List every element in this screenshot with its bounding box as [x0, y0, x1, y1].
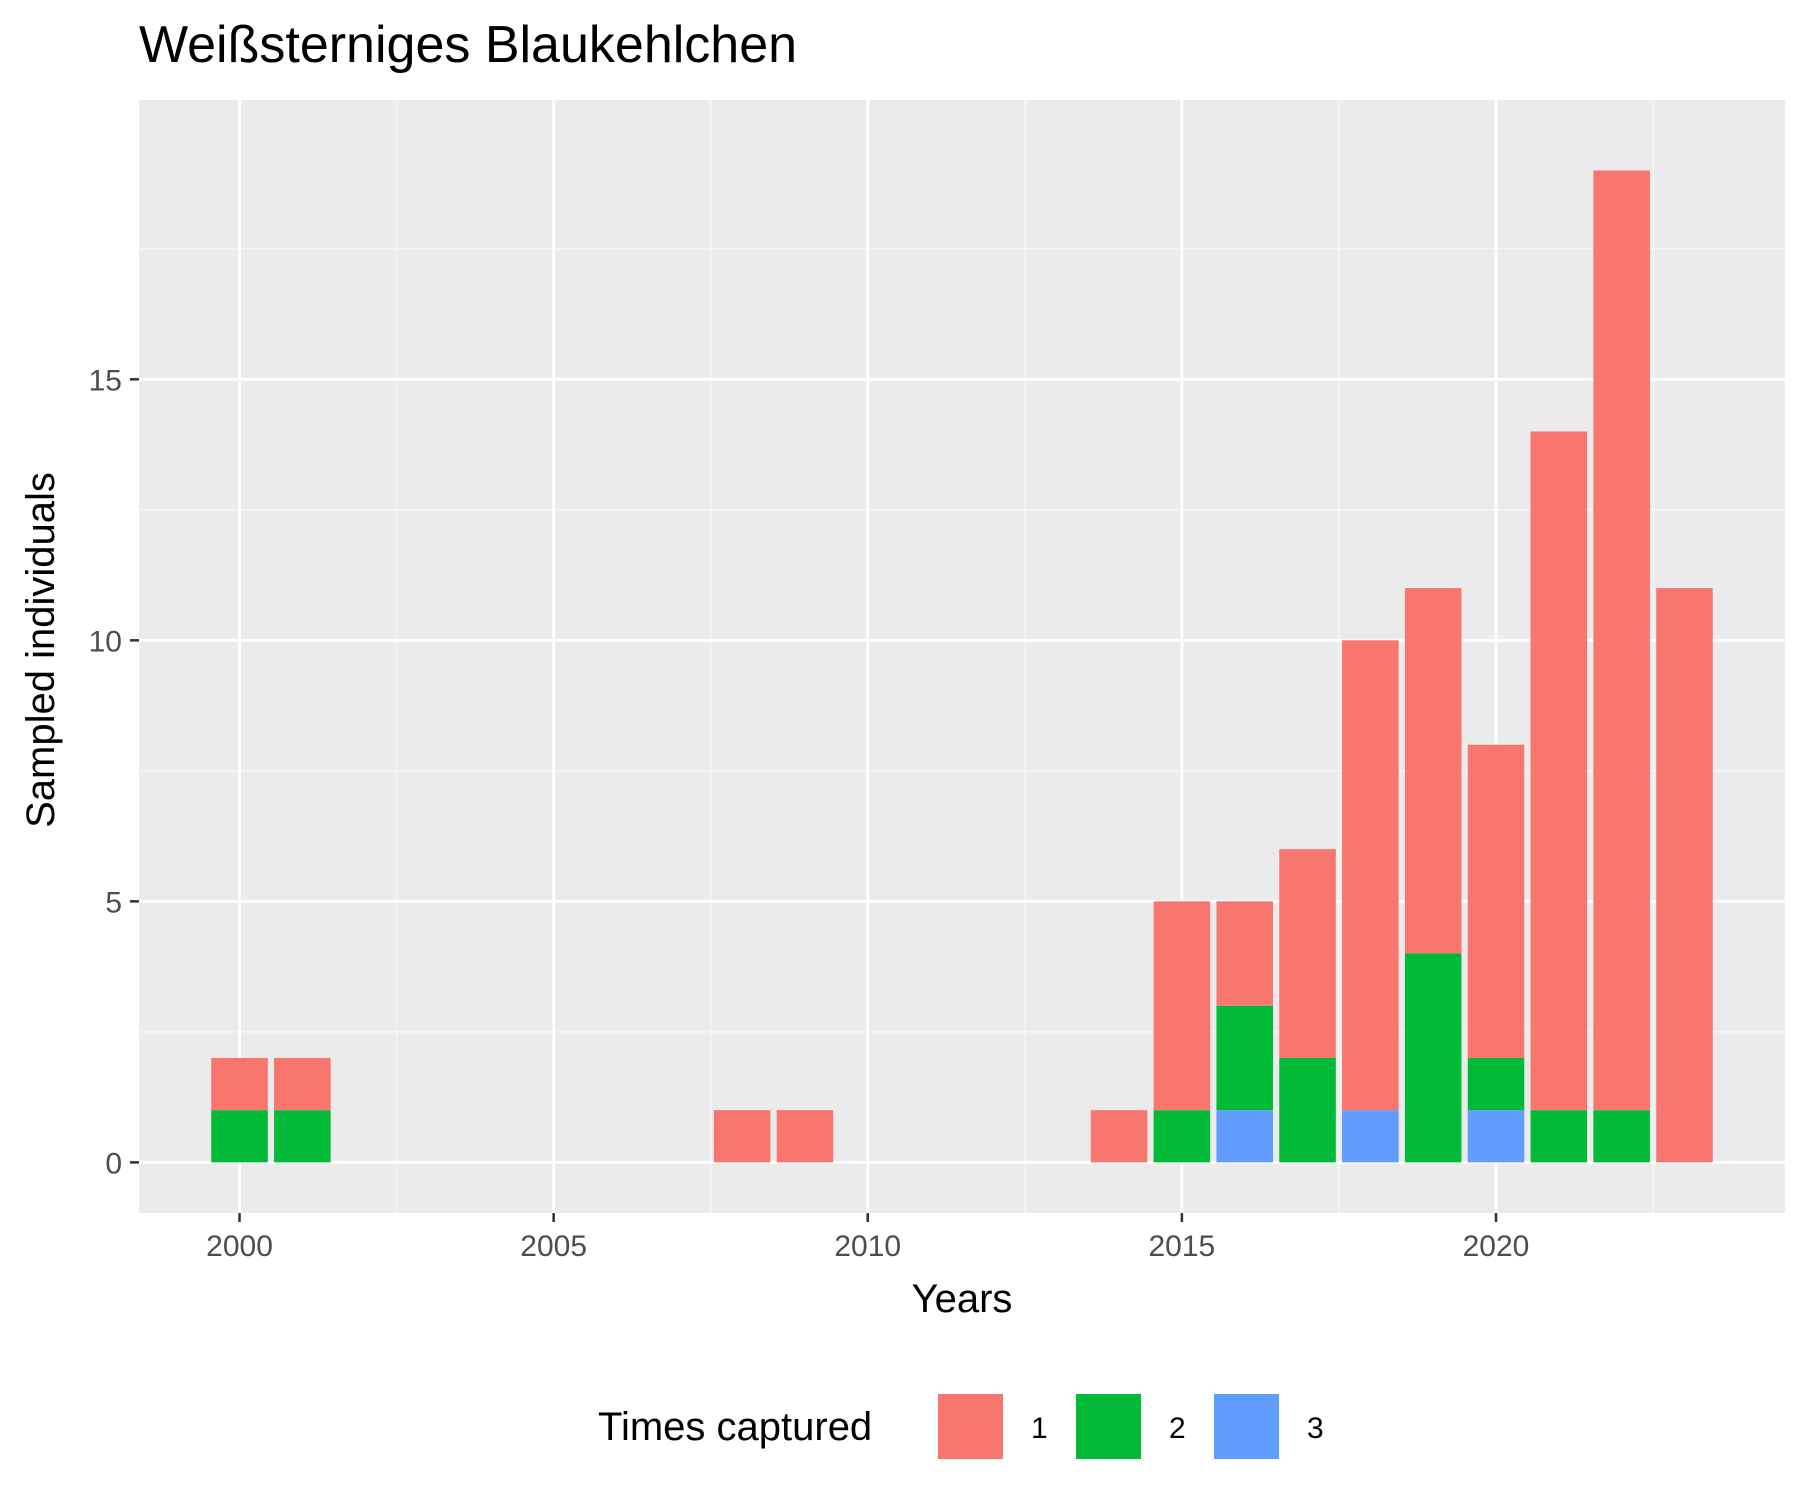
- legend-title: Times captured: [598, 1405, 872, 1449]
- bar-segment: [1342, 1110, 1399, 1163]
- bar-segment: [1656, 588, 1713, 1163]
- legend-key: [1212, 1392, 1281, 1461]
- bar-segment: [1467, 1110, 1525, 1163]
- bar-segment: [1467, 1057, 1525, 1111]
- bar-segment: [211, 1110, 268, 1163]
- bars: [211, 170, 1713, 1163]
- axes: 2000 2005 2010 2015 2020 0 5 10 15: [89, 364, 1530, 1263]
- bar-segment: [211, 1057, 268, 1111]
- y-tick-label: 10: [89, 625, 122, 658]
- y-tick-label: 5: [105, 886, 122, 919]
- bar-segment: [1342, 640, 1399, 1111]
- x-tick-label: 2010: [834, 1230, 901, 1263]
- bar-segment: [1404, 953, 1462, 1163]
- x-tick-label: 2020: [1463, 1230, 1530, 1263]
- bar-segment: [1467, 744, 1525, 1058]
- bar-segment: [274, 1057, 331, 1111]
- bar-segment: [1530, 431, 1588, 1111]
- legend-label: 2: [1169, 1412, 1186, 1445]
- bar-segment: [1279, 1057, 1336, 1163]
- bar-segment: [1090, 1110, 1148, 1163]
- bar-segment: [713, 1110, 771, 1163]
- chart-title: Weißsterniges Blaukehlchen: [139, 16, 797, 74]
- y-axis-title: Sampled individuals: [19, 472, 63, 828]
- plot-panel: [139, 100, 1785, 1213]
- x-tick-label: 2000: [206, 1230, 273, 1263]
- bar-segment: [1153, 901, 1211, 1111]
- legend-label: 1: [1031, 1412, 1048, 1445]
- legend-key: [1074, 1392, 1143, 1461]
- bar-segment: [1216, 1005, 1273, 1111]
- bar-segment: [1216, 901, 1273, 1006]
- bar-segment: [1593, 1110, 1650, 1163]
- x-axis-title: Years: [912, 1277, 1013, 1321]
- bar-segment: [1153, 1110, 1211, 1163]
- y-tick-label: 0: [105, 1147, 122, 1180]
- legend-key: [936, 1392, 1005, 1461]
- bar-segment: [274, 1110, 331, 1163]
- bar-segment: [1530, 1110, 1588, 1163]
- y-tick-label: 15: [89, 364, 122, 397]
- legend-label: 3: [1307, 1412, 1324, 1445]
- x-tick-label: 2005: [520, 1230, 587, 1263]
- bar-segment: [1279, 849, 1336, 1058]
- legend: Times captured 1 2 3: [598, 1392, 1324, 1461]
- x-tick-label: 2015: [1149, 1230, 1216, 1263]
- bar-segment: [1404, 588, 1462, 954]
- bar-segment: [1593, 170, 1650, 1111]
- bar-segment: [1216, 1110, 1273, 1163]
- bar-segment: [776, 1110, 834, 1163]
